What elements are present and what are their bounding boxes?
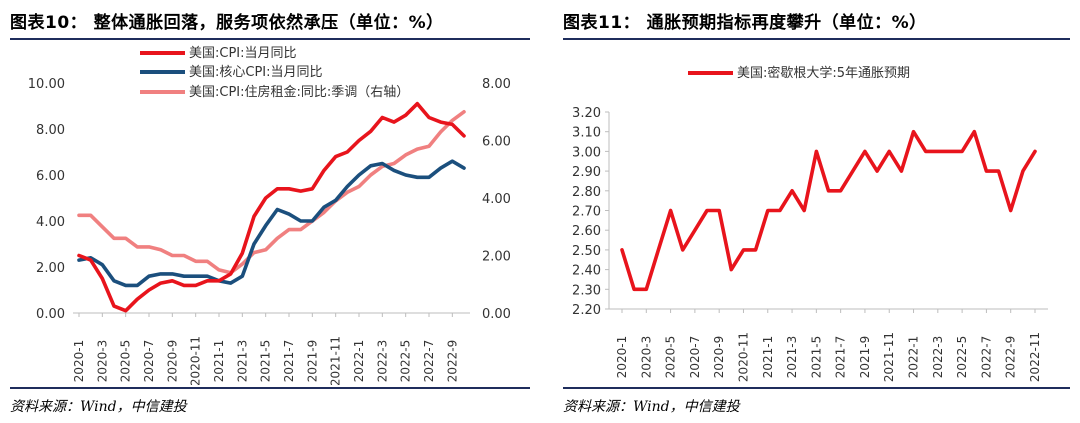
y-tick-label: 3.00: [572, 145, 601, 160]
x-tick-label: 2020-1: [615, 336, 629, 379]
x-tick-label: 2021-5: [809, 336, 823, 379]
x-tick-label: 2020-11: [736, 332, 750, 382]
right-y-tick-label: 0.00: [482, 307, 511, 322]
x-tick-label: 2021-1: [761, 336, 775, 379]
right-bottom-rule: [563, 387, 1070, 389]
right-y-tick-label: 4.00: [482, 192, 511, 207]
y-tick-label: 2.50: [572, 244, 601, 259]
left-line-chart: 0.00 2.00 4.00 6.00 8.00 10.00 0.00 2.00 4.00 6.0…: [28, 46, 511, 385]
x-tick-label: 2021-9: [858, 336, 872, 379]
x-tick-label: 2022-9: [1004, 336, 1018, 379]
x-tick-label: 2020-5: [119, 340, 133, 383]
y-tick-label: 2.80: [572, 185, 601, 200]
x-tick-label: 2021-1: [212, 340, 226, 383]
left-y-tick-label: 0.00: [36, 307, 65, 322]
x-tick-label: 2020-11: [189, 336, 203, 385]
left-chart-title: 图表10： 整体通胀回落，服务项依然承压（单位：%）: [10, 13, 444, 33]
x-tick-label: 2020-9: [712, 336, 726, 379]
x-tick-label: 2022-1: [352, 340, 366, 383]
y-tick-label: 2.30: [572, 283, 601, 298]
x-tick-label: 2020-7: [142, 340, 156, 383]
right-title-rule: [563, 38, 1070, 40]
y-tick-label: 2.90: [572, 165, 601, 180]
x-tick-label: 2021-7: [282, 340, 296, 383]
x-tick-label: 2020-3: [639, 336, 653, 379]
right-line-chart: 2.20 2.30 2.40 2.50 2.60 2.70 2.80 2.90 3.00 3.10…: [572, 65, 1048, 382]
x-tick-label: 2020-7: [688, 336, 702, 379]
x-tick-label: 2020-1: [72, 340, 86, 383]
legend-label: 美国:核心CPI:当月同比: [189, 65, 323, 80]
x-tick-label: 2021-7: [834, 336, 848, 379]
x-tick-label: 2021-9: [305, 340, 319, 383]
x-tick-label: 2022-7: [422, 340, 436, 383]
right-source-note: 资料来源：Wind，中信建投: [563, 399, 740, 415]
x-tick-label: 2022-7: [979, 336, 993, 379]
series-line-0: [620, 129, 1037, 292]
y-tick-label: 2.40: [572, 264, 601, 279]
series-line-2: [77, 110, 466, 275]
legend-label: 美国:密歇根大学:5年通胀预期: [737, 65, 910, 81]
left-y-tick-label: 4.00: [36, 215, 65, 230]
left-y-tick-label: 6.00: [36, 169, 65, 184]
y-tick-label: 2.60: [572, 224, 601, 239]
series-line-1: [77, 159, 466, 288]
right-y-tick-label: 2.00: [482, 250, 511, 265]
x-tick-label: 2022-3: [931, 336, 945, 379]
x-tick-label: 2020-9: [165, 340, 179, 383]
x-tick-label: 2021-5: [259, 340, 273, 383]
left-y-tick-label: 8.00: [36, 123, 65, 138]
left-bottom-rule: [10, 387, 530, 389]
x-tick-label: 2021-3: [785, 336, 799, 379]
series-line-0: [77, 101, 466, 313]
x-tick-label: 2021-11: [329, 336, 343, 385]
x-tick-label: 2022-1: [907, 336, 921, 379]
y-tick-label: 2.20: [572, 303, 601, 318]
y-tick-label: 3.20: [572, 106, 601, 121]
x-tick-label: 2022-11: [1028, 332, 1042, 382]
legend-label: 美国:CPI:当月同比: [189, 46, 297, 61]
x-tick-label: 2021-3: [235, 340, 249, 383]
left-source-note: 资料来源：Wind，中信建投: [10, 399, 187, 415]
y-tick-label: 3.10: [572, 126, 601, 141]
left-y-tick-label: 2.00: [36, 261, 65, 276]
right-y-tick-label: 8.00: [482, 77, 511, 92]
x-tick-label: 2020-5: [664, 336, 678, 379]
y-tick-label: 2.70: [572, 205, 601, 220]
x-tick-label: 2022-5: [399, 340, 413, 383]
legend-label: 美国:CPI:住房租金:同比:季调（右轴）: [189, 84, 409, 100]
x-tick-label: 2022-3: [375, 340, 389, 383]
right-chart-title: 图表11： 通胀预期指标再度攀升（单位：%）: [563, 13, 927, 33]
x-tick-label: 2020-3: [95, 340, 109, 383]
right-y-tick-label: 6.00: [482, 135, 511, 150]
x-tick-label: 2022-9: [445, 340, 459, 383]
left-title-rule: [10, 38, 530, 40]
x-tick-label: 2022-5: [955, 336, 969, 379]
left-y-tick-label: 10.00: [28, 77, 65, 92]
x-tick-label: 2021-11: [882, 332, 896, 382]
right-panel: 图表11： 通胀预期指标再度攀升（单位：%） 2.20 2.30 2.40 2.50 2…: [553, 0, 1080, 423]
left-panel: 图表10： 整体通胀回落，服务项依然承压（单位：%） 0.00 2.00 4.00 6…: [10, 13, 530, 415]
